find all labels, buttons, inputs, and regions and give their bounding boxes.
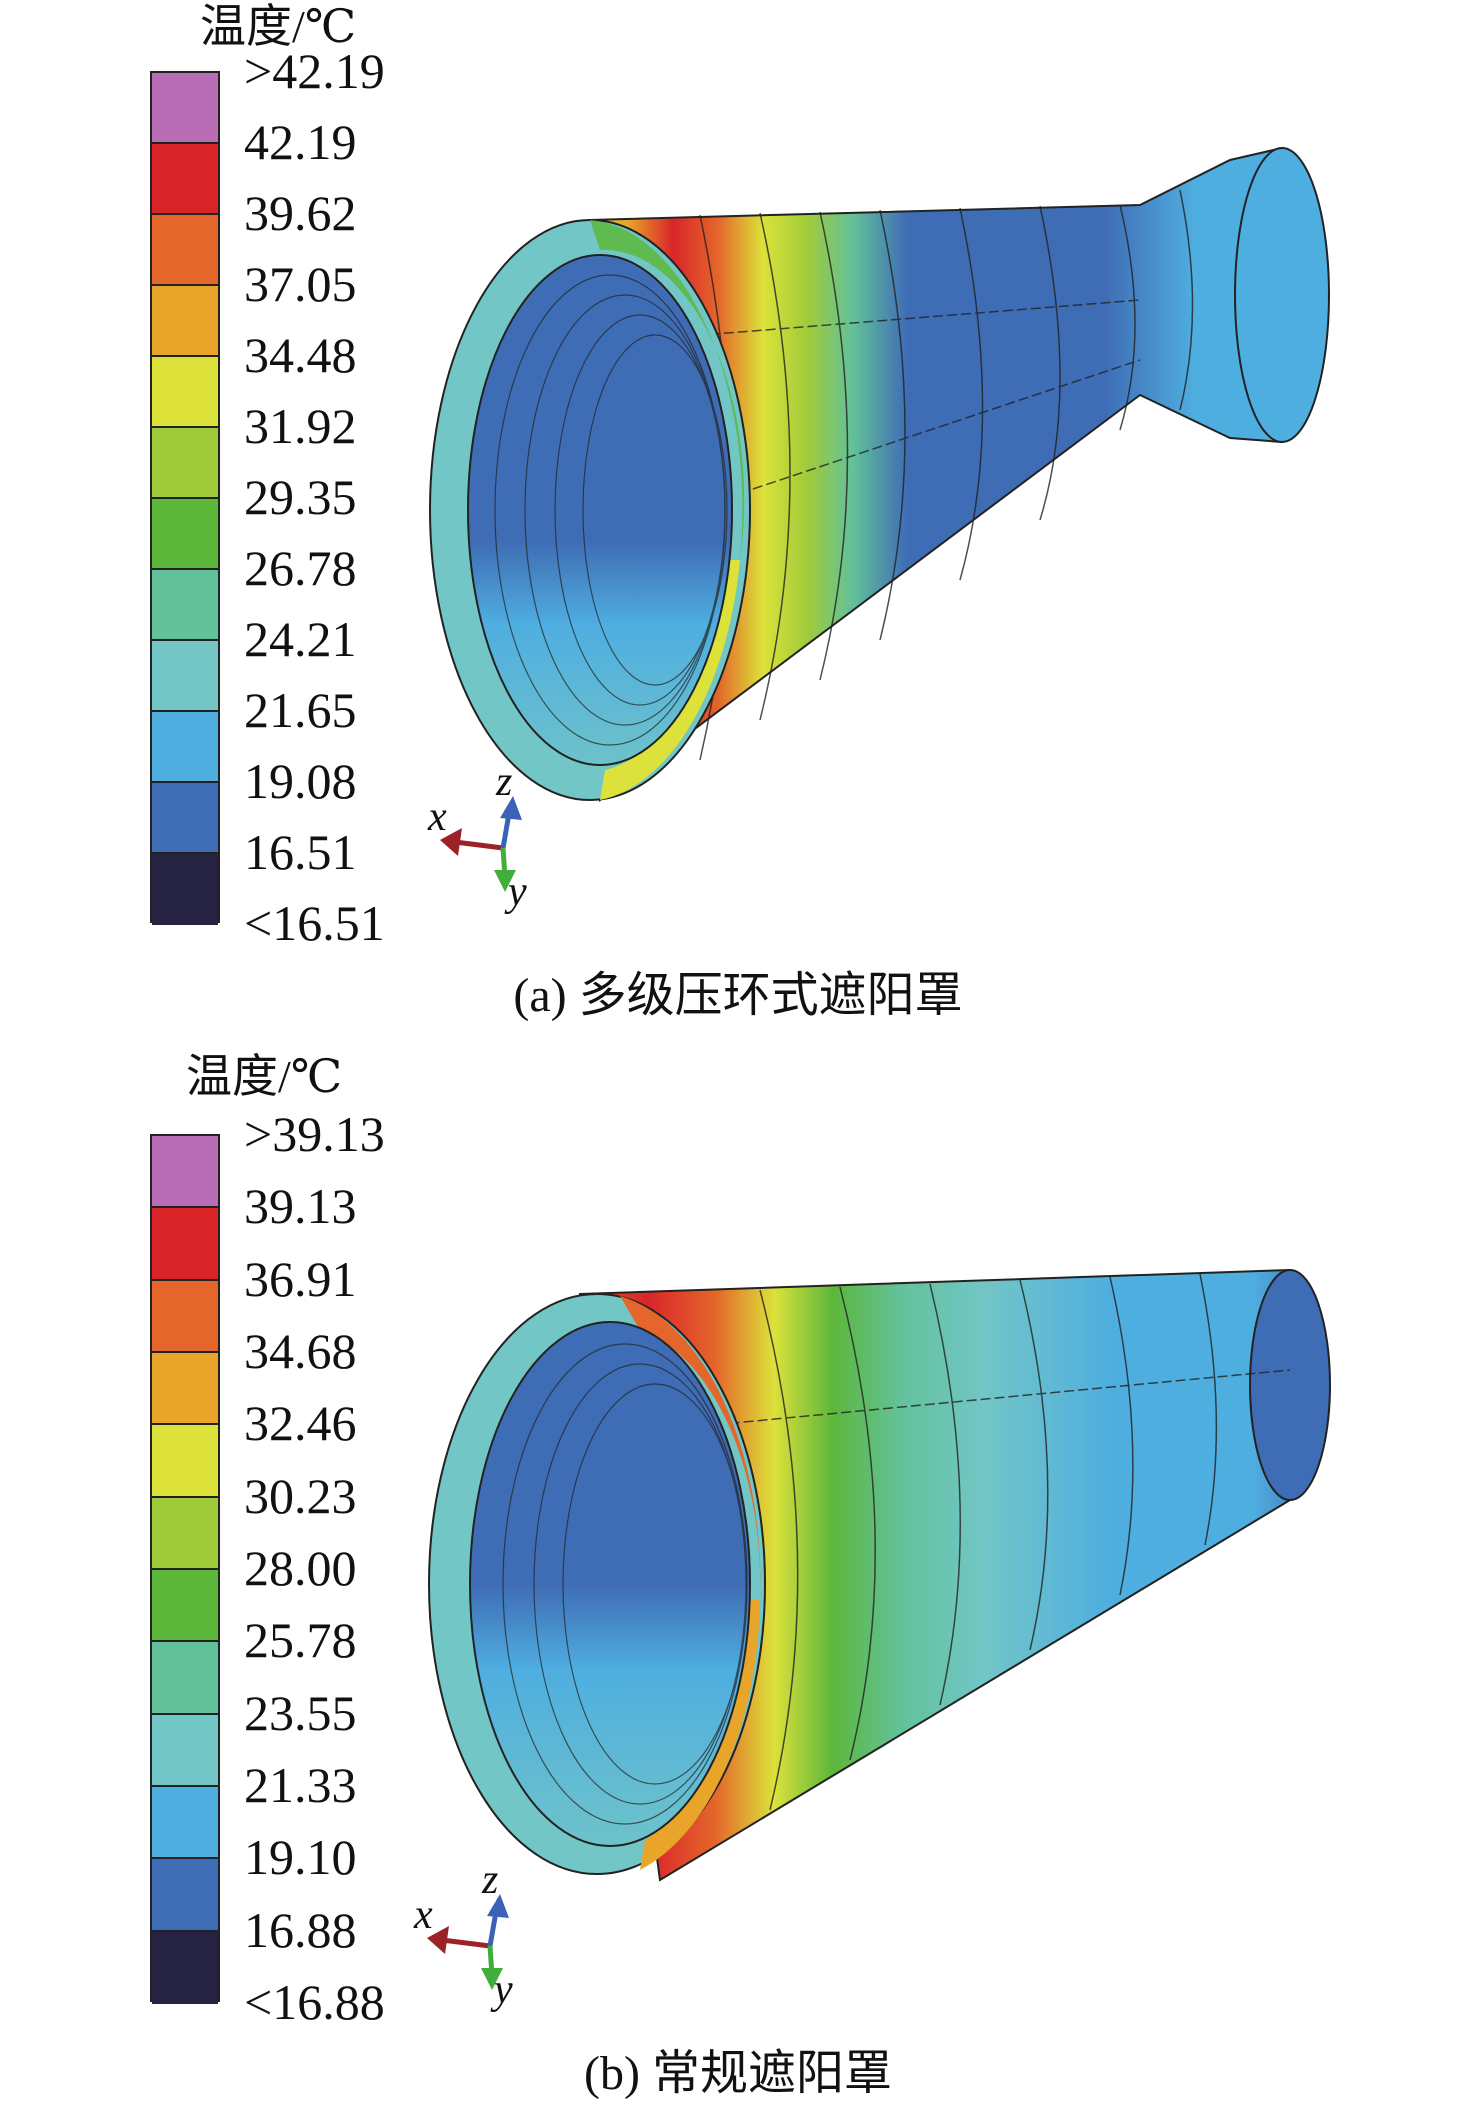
shade-mouth xyxy=(428,1293,766,1875)
axis-triad: x z y xyxy=(427,759,527,915)
legend-label: 24.21 xyxy=(244,611,357,667)
legend-label: 21.65 xyxy=(244,682,357,738)
legend-label: 23.55 xyxy=(244,1684,357,1741)
legend-label: 16.88 xyxy=(244,1901,357,1958)
legend-label: 16.51 xyxy=(244,824,357,880)
shade-mouth xyxy=(429,219,751,801)
legend-label: 29.35 xyxy=(244,469,357,525)
temperature-contour-conventional-shade: x z y xyxy=(413,1268,1331,2013)
legend-swatch xyxy=(152,1931,218,2004)
legend-swatch xyxy=(152,712,218,783)
legend-swatch xyxy=(152,357,218,428)
legend-label: <16.51 xyxy=(244,895,385,951)
legend-label: 34.48 xyxy=(244,327,357,383)
caption-a: (a) 多级压环式遮阳罩 xyxy=(513,969,963,1022)
legend-swatch xyxy=(152,783,218,854)
legend-swatch xyxy=(152,854,218,925)
axis-label-y: y xyxy=(490,1967,513,2013)
legend-swatch xyxy=(152,570,218,641)
legend-swatch xyxy=(152,1208,218,1281)
legend-label: >39.13 xyxy=(244,1106,385,1162)
legend-label: 31.92 xyxy=(244,398,357,454)
legend-label: 39.62 xyxy=(244,185,357,241)
legend-swatch xyxy=(152,641,218,712)
legend-swatch xyxy=(152,1136,218,1209)
color-legend-bar xyxy=(150,1134,220,2004)
legend-label: 19.08 xyxy=(244,753,357,809)
legend-swatch xyxy=(152,144,218,215)
axis-label-z: z xyxy=(495,759,512,805)
panel-a: 温度/℃ >42.19 42.19 39.62 37.05 34.48 31.92 29.3… xyxy=(0,0,1476,1040)
legend-label: 34.68 xyxy=(244,1323,357,1379)
legend-swatch xyxy=(152,1642,218,1715)
legend-swatch xyxy=(152,1714,218,1787)
legend-label: 26.78 xyxy=(244,540,357,596)
legend-swatch xyxy=(152,286,218,357)
legend-swatch xyxy=(152,1786,218,1860)
legend-title: 温度/℃ xyxy=(200,1,357,52)
legend-swatch xyxy=(152,1352,218,1426)
legend-swatch xyxy=(152,1569,218,1643)
legend-swatch xyxy=(152,1859,218,1932)
caption-b: (b) 常规遮阳罩 xyxy=(584,2047,892,2100)
legend-swatch xyxy=(152,1497,218,1570)
legend-label: 30.23 xyxy=(244,1467,357,1524)
legend-label: 36.91 xyxy=(244,1250,357,1307)
axis-label-y: y xyxy=(504,869,527,915)
axis-label-z: z xyxy=(481,1857,498,1903)
legend-swatch xyxy=(152,215,218,286)
axis-triad: x z y xyxy=(413,1857,513,2013)
color-legend-bar xyxy=(150,71,220,925)
axis-label-x: x xyxy=(413,1892,433,1938)
legend-label: 25.78 xyxy=(244,1612,357,1669)
legend-label: >42.19 xyxy=(244,43,385,99)
temperature-contour-multistage-shade: x z y xyxy=(427,146,1330,915)
legend-title: 温度/℃ xyxy=(186,1051,343,1102)
legend-label: 21.33 xyxy=(244,1757,357,1813)
legend-swatch xyxy=(152,428,218,499)
legend-swatch xyxy=(152,1425,218,1498)
legend-label: 19.10 xyxy=(244,1829,357,1886)
legend-swatch xyxy=(152,73,218,144)
legend-swatch xyxy=(152,499,218,570)
panel-b: 温度/℃ >39.13 39.13 36.91 34.68 32.46 30.23 28.0… xyxy=(0,1040,1476,2108)
legend-label: 32.46 xyxy=(244,1395,357,1452)
axis-label-x: x xyxy=(427,794,447,840)
legend-label: 39.13 xyxy=(244,1178,357,1235)
legend-label: <16.88 xyxy=(244,1974,385,2030)
legend-label: 37.05 xyxy=(244,256,357,312)
legend-label: 42.19 xyxy=(244,114,357,170)
shade-body xyxy=(588,146,1330,802)
legend-swatch xyxy=(152,1280,218,1353)
legend-label: 28.00 xyxy=(244,1540,357,1596)
